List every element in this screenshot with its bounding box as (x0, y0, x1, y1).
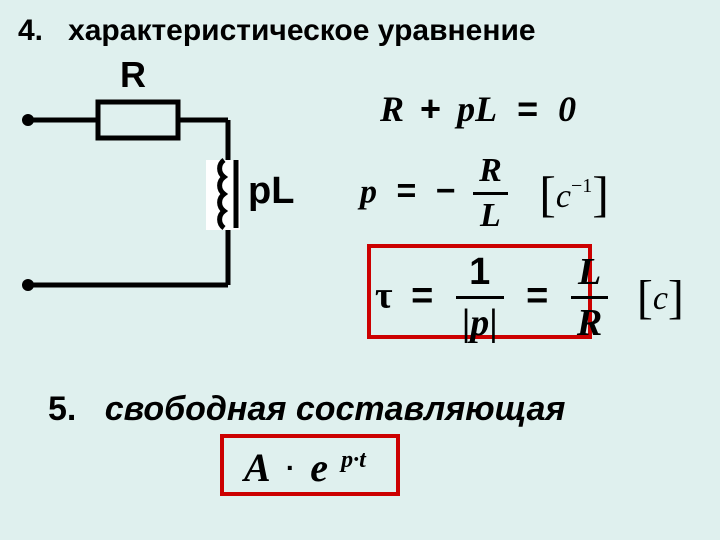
eq1-zero: 0 (558, 89, 576, 129)
eq3-eq2: = (526, 275, 548, 317)
inductor-label: pL (248, 170, 294, 213)
section4-number: 4. (18, 14, 43, 47)
rl-circuit: R pL (18, 60, 318, 310)
section4-heading: 4. характеристическое уравнение (18, 14, 536, 48)
eq1-eq: = (517, 88, 538, 129)
eq1-plus: + (420, 88, 441, 129)
eq2-num: R (473, 152, 508, 192)
eq2-p: p (360, 173, 377, 210)
eq4-A: A (244, 445, 271, 490)
tau-equation: τ = 1 |p| = L R [c] (375, 250, 684, 345)
section5-heading: 5. свободная составляющая (48, 390, 565, 429)
eq2-minus: − (436, 172, 456, 210)
eq3-num2: L (571, 250, 608, 296)
eq2-eqs: = (396, 172, 416, 210)
eq3-eq1: = (411, 275, 433, 317)
root-equation: p = − R L [c−1] (360, 152, 609, 235)
eq4-e: e (310, 445, 328, 490)
eq2-fraction: R L (473, 152, 508, 235)
eq3-absp: |p| (456, 296, 504, 345)
eq3-unit: [c] (637, 270, 684, 325)
eq3-tau: τ (375, 275, 393, 317)
eq1-pL: pL (457, 89, 497, 129)
characteristic-equation: R + pL = 0 (380, 88, 576, 130)
resistor-label: R (120, 54, 146, 96)
eq2-den: L (473, 192, 508, 235)
eq3-one: 1 (456, 251, 504, 296)
eq4-exp: p·t (341, 447, 366, 473)
section5-number: 5. (48, 390, 76, 428)
section5-title: свободная составляющая (105, 390, 566, 428)
eq1-R: R (380, 89, 404, 129)
eq3-frac2: L R (571, 250, 608, 345)
section4-title: характеристическое уравнение (68, 14, 536, 47)
eq3-den2: R (571, 296, 608, 345)
eq4-dot: · (286, 452, 295, 483)
free-component-equation: A · e p·t (244, 444, 366, 491)
eq2-unit: [c−1] (539, 165, 609, 223)
eq3-frac1: 1 |p| (456, 251, 504, 345)
